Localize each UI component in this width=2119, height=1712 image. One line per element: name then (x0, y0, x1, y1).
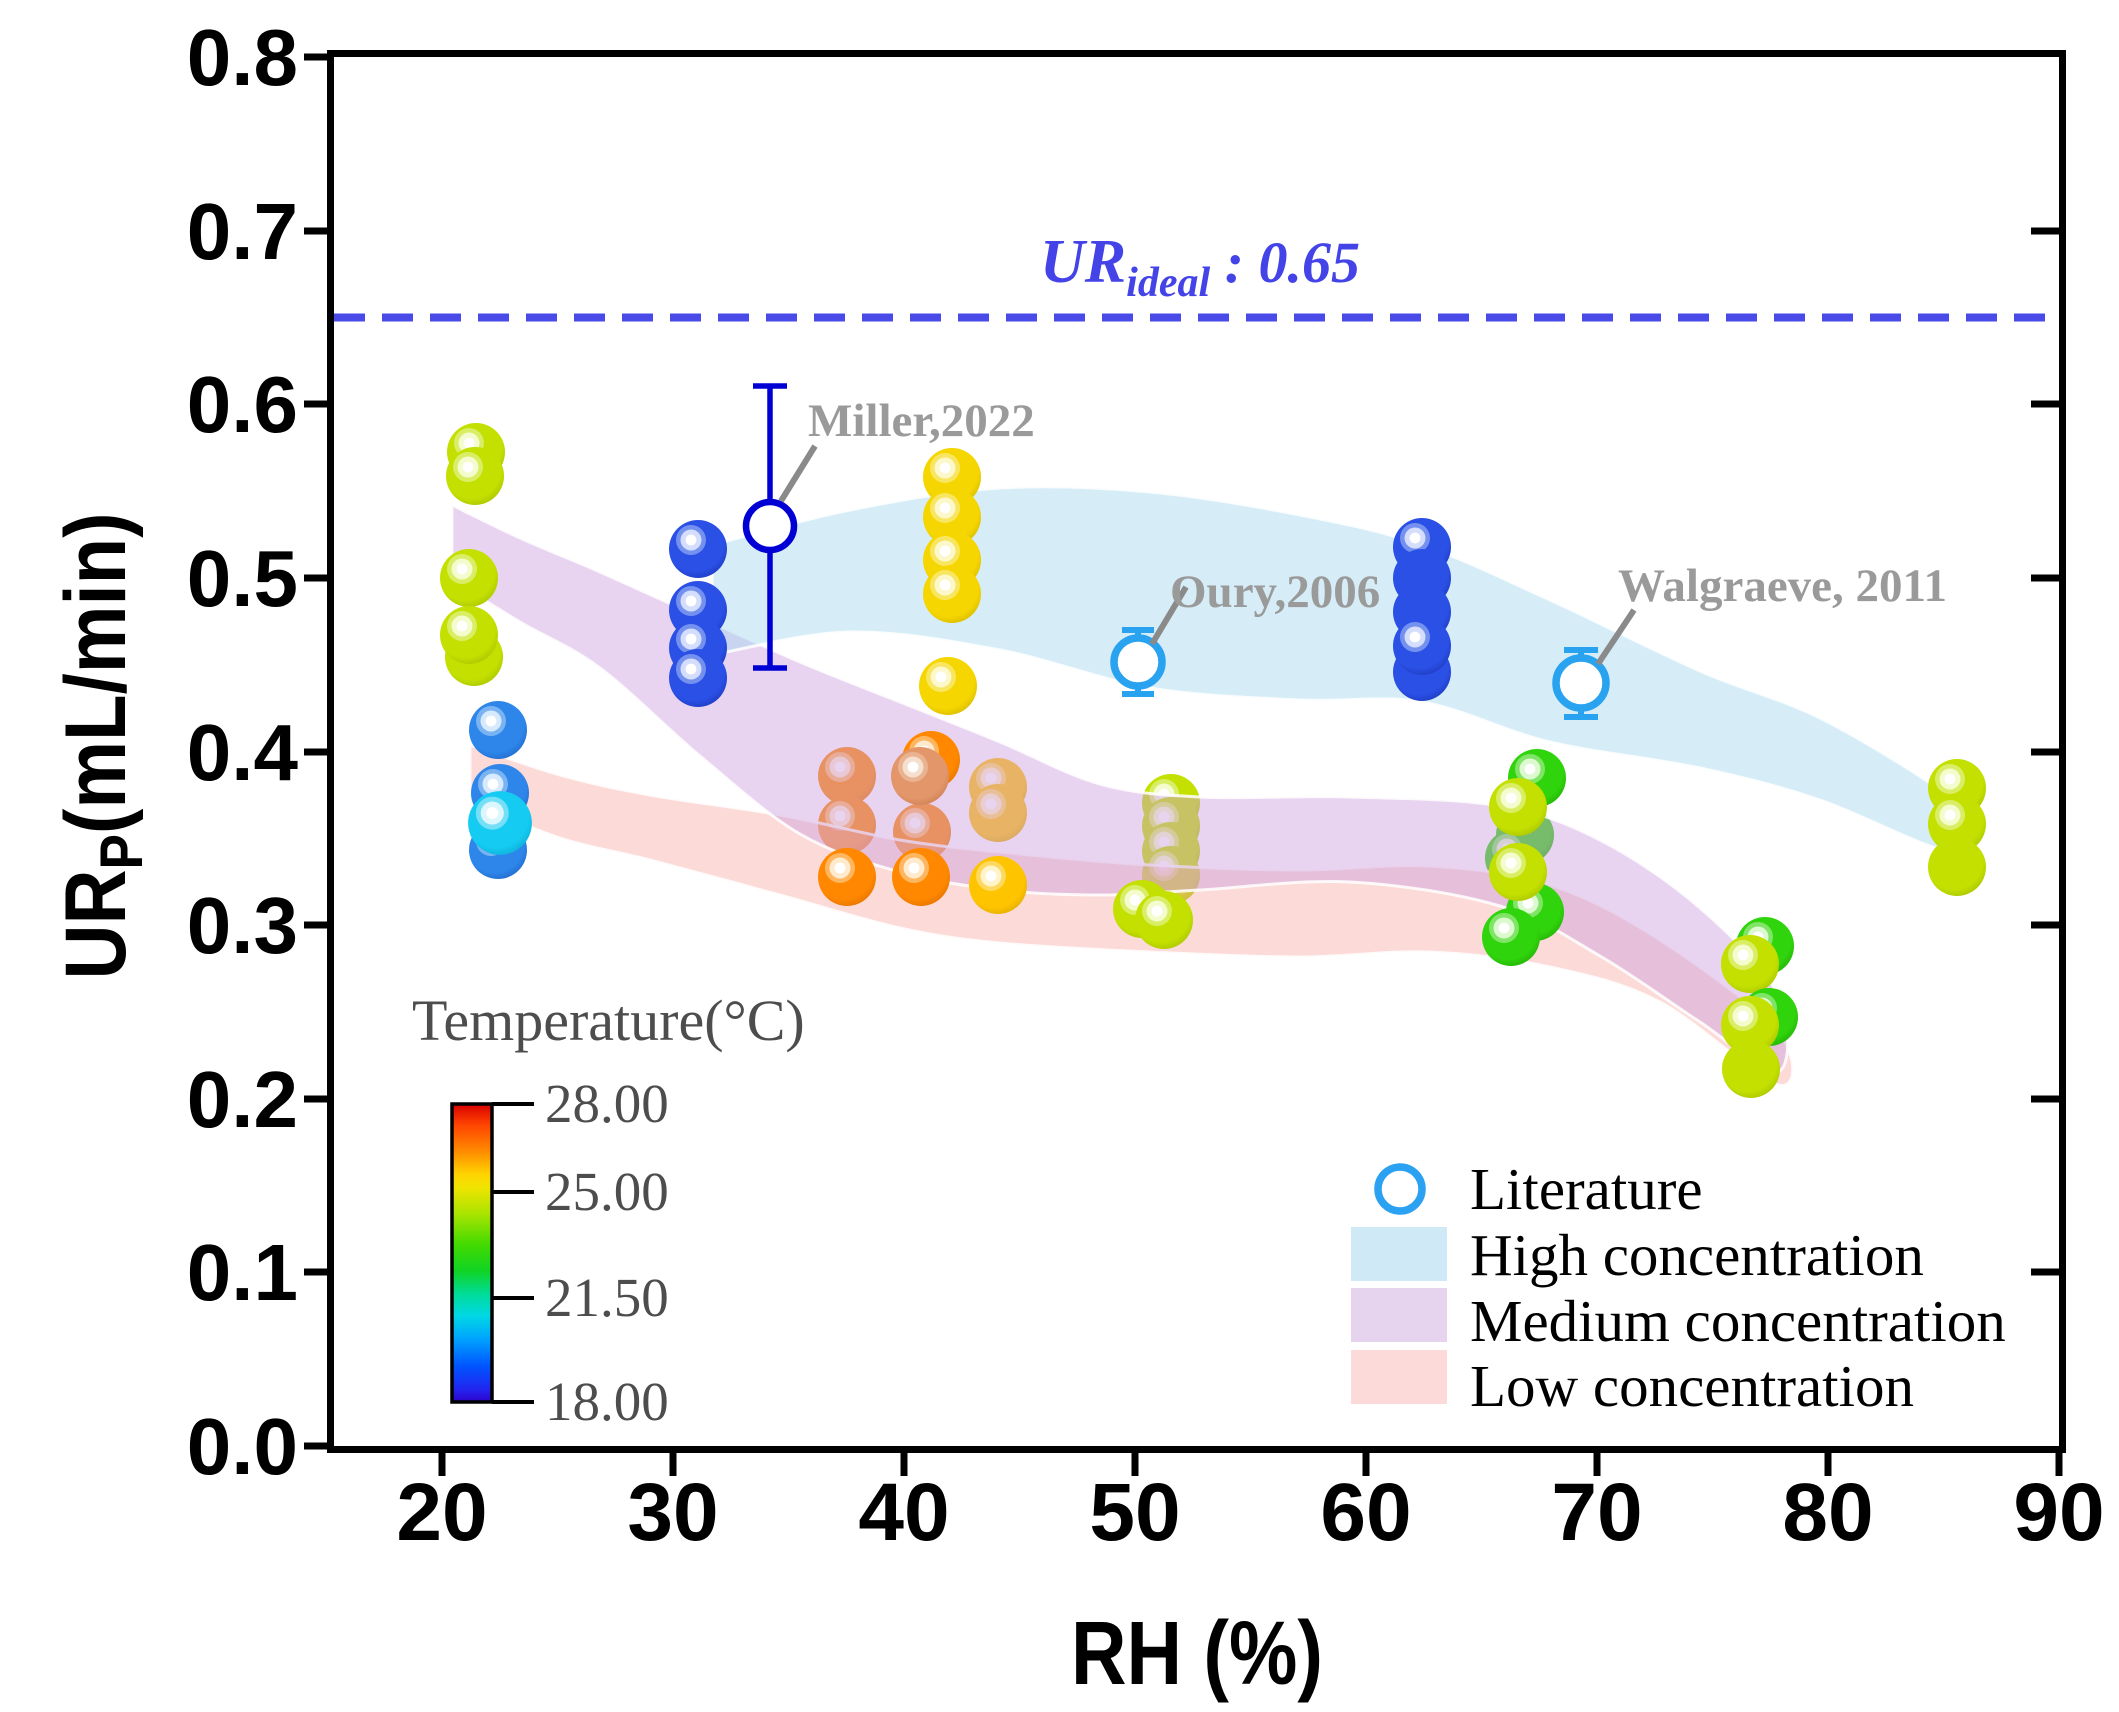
svg-text:RH (%): RH (%) (1071, 1604, 1323, 1704)
svg-text:21.50: 21.50 (545, 1267, 669, 1328)
svg-text:Temperature(°C): Temperature(°C) (412, 988, 805, 1053)
svg-text:URP(mL/min): URP(mL/min) (48, 513, 155, 980)
svg-text:0.2: 0.2 (187, 1055, 298, 1144)
svg-text:Medium concentration: Medium concentration (1470, 1288, 2006, 1354)
svg-text:80: 80 (1782, 1467, 1873, 1558)
svg-text:60: 60 (1320, 1467, 1411, 1558)
svg-text:Literature: Literature (1470, 1156, 1703, 1222)
svg-text:90: 90 (2013, 1467, 2104, 1558)
svg-text:0.4: 0.4 (187, 708, 299, 797)
svg-text:25.00: 25.00 (545, 1161, 669, 1222)
svg-text:0.8: 0.8 (187, 13, 298, 102)
svg-text:0.0: 0.0 (187, 1402, 298, 1491)
svg-text:70: 70 (1551, 1467, 1642, 1558)
svg-text:Oury,2006: Oury,2006 (1170, 566, 1380, 618)
svg-text:0.3: 0.3 (187, 881, 298, 970)
svg-text:High concentration: High concentration (1470, 1222, 1924, 1288)
svg-text:0.7: 0.7 (187, 187, 298, 276)
svg-text:50: 50 (1089, 1467, 1180, 1558)
svg-text:30: 30 (627, 1467, 718, 1558)
svg-text:0.5: 0.5 (187, 534, 298, 623)
svg-text:20: 20 (396, 1467, 487, 1558)
svg-text:18.00: 18.00 (545, 1371, 669, 1432)
svg-text:0.6: 0.6 (187, 360, 298, 449)
svg-text:Walgraeve, 2011: Walgraeve, 2011 (1618, 560, 1947, 612)
svg-text:Miller,2022: Miller,2022 (808, 395, 1035, 447)
svg-text:40: 40 (858, 1467, 949, 1558)
svg-text:0.1: 0.1 (187, 1228, 298, 1317)
svg-text:Low concentration: Low concentration (1470, 1353, 1914, 1419)
svg-text:28.00: 28.00 (545, 1073, 669, 1134)
